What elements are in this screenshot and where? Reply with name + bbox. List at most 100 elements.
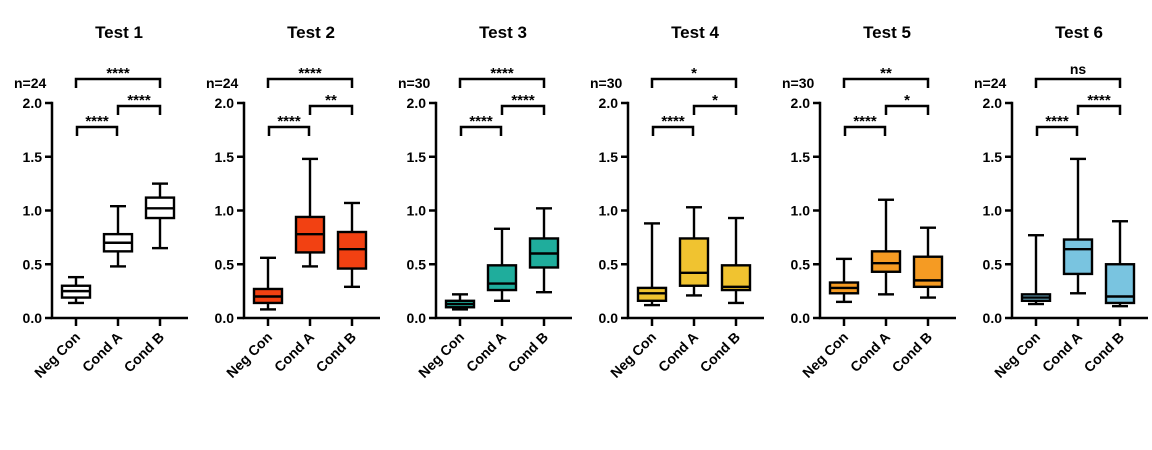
y-axis: 0.0 0.5 1.0 1.5 2.0	[407, 95, 436, 326]
box-neg-con	[444, 293, 476, 311]
significance-label: ****	[469, 113, 493, 130]
significance-label: ****	[298, 65, 322, 82]
bracket-line	[842, 77, 930, 88]
box-cond-b	[912, 226, 944, 299]
y-tick-label: 2.0	[791, 95, 811, 111]
category-label-cond-a: Cond A	[1039, 329, 1085, 375]
bracket-line	[267, 125, 311, 136]
y-tick-label: 0.0	[983, 310, 1003, 326]
box-cond-a	[486, 227, 518, 302]
significance-label: ****	[853, 113, 877, 130]
iqr-box	[870, 250, 902, 273]
y-tick-label: 2.0	[23, 95, 43, 111]
category-label-cond-a: Cond A	[79, 329, 125, 375]
panel-title: Test 4	[671, 23, 719, 42]
significance-label: ****	[277, 113, 301, 130]
significance-label: *	[691, 65, 697, 82]
y-tick-label: 1.5	[791, 149, 811, 165]
significance-bracket-neg-con-vs-cond-a: ****	[651, 113, 695, 136]
significance-bracket-neg-con-vs-cond-a: ****	[267, 113, 311, 136]
significance-label: ****	[1045, 113, 1069, 130]
y-axis: 0.0 0.5 1.0 1.5 2.0	[23, 95, 52, 326]
n-label: n=24	[14, 75, 47, 91]
n-label: n=30	[782, 75, 815, 91]
y-axis: 0.0 0.5 1.0 1.5 2.0	[791, 95, 820, 326]
bracket-line	[1035, 125, 1079, 136]
y-tick-label: 1.5	[215, 149, 235, 165]
panel-title: Test 6	[1055, 23, 1103, 42]
y-tick-label: 0.0	[23, 310, 43, 326]
significance-label: **	[325, 92, 337, 109]
significance-label: ns	[1070, 61, 1087, 77]
n-label: n=24	[206, 75, 239, 91]
significance-bracket-neg-con-vs-cond-b: ****	[266, 65, 354, 88]
bracket-line	[75, 125, 119, 136]
y-tick-label: 0.0	[599, 310, 619, 326]
category-label-neg-con: Neg Con	[991, 329, 1043, 381]
significance-bracket-neg-con-vs-cond-a: ****	[75, 113, 119, 136]
category-label-neg-con: Neg Con	[607, 329, 659, 381]
bracket-line	[650, 77, 738, 88]
category-label-cond-b: Cond B	[889, 329, 936, 376]
bracket-line	[266, 77, 354, 88]
category-label-cond-b: Cond B	[121, 329, 168, 376]
y-tick-label: 2.0	[983, 95, 1003, 111]
y-tick-label: 0.5	[791, 256, 811, 272]
y-axis: 0.0 0.5 1.0 1.5 2.0	[983, 95, 1012, 326]
y-axis: 0.0 0.5 1.0 1.5 2.0	[599, 95, 628, 326]
bracket-line	[1076, 104, 1122, 115]
boxplot-panel-5: Test 5 n=30 0.0 0.5 1.0 1.5 2.0 Neg Con Cond A Co…	[768, 0, 960, 450]
n-label: n=24	[974, 75, 1007, 91]
category-label-cond-b: Cond B	[313, 329, 360, 376]
iqr-box	[486, 264, 518, 292]
y-tick-label: 1.0	[983, 203, 1003, 219]
y-tick-label: 1.5	[599, 149, 619, 165]
y-tick-label: 0.0	[407, 310, 427, 326]
y-tick-label: 1.0	[791, 203, 811, 219]
box-cond-a	[1062, 157, 1094, 295]
bracket-line	[884, 104, 930, 115]
bracket-line	[1034, 77, 1122, 88]
significance-label: ****	[661, 113, 685, 130]
significance-bracket-cond-a-vs-cond-b: **	[308, 92, 354, 115]
n-label: n=30	[590, 75, 623, 91]
axes	[242, 101, 380, 320]
panel-title: Test 2	[287, 23, 335, 42]
y-tick-label: 1.0	[407, 203, 427, 219]
y-tick-label: 0.0	[215, 310, 235, 326]
significance-bracket-neg-con-vs-cond-a: ****	[843, 113, 887, 136]
category-label-cond-b: Cond B	[697, 329, 744, 376]
box-cond-b	[528, 207, 560, 294]
significance-bracket-cond-a-vs-cond-b: ****	[500, 92, 546, 115]
significance-bracket-cond-a-vs-cond-b: *	[884, 92, 930, 115]
bracket-line	[459, 125, 503, 136]
significance-label: *	[904, 92, 910, 109]
significance-label: ****	[511, 92, 535, 109]
significance-label: ****	[490, 65, 514, 82]
box-cond-b	[720, 216, 752, 305]
category-label-cond-a: Cond A	[847, 329, 893, 375]
box-neg-con	[60, 275, 92, 305]
significance-bracket-cond-a-vs-cond-b: ****	[1076, 92, 1122, 115]
y-tick-label: 1.0	[23, 203, 43, 219]
box-cond-b	[1104, 220, 1136, 308]
y-tick-label: 1.5	[23, 149, 43, 165]
significance-bracket-cond-a-vs-cond-b: ****	[116, 92, 162, 115]
category-label-cond-b: Cond B	[505, 329, 552, 376]
y-tick-label: 0.5	[599, 256, 619, 272]
significance-bracket-neg-con-vs-cond-a: ****	[459, 113, 503, 136]
y-tick-label: 1.0	[599, 203, 619, 219]
box-cond-b	[144, 182, 176, 250]
y-axis: 0.0 0.5 1.0 1.5 2.0	[215, 95, 244, 326]
significance-label: ****	[1087, 92, 1111, 109]
y-tick-label: 1.0	[215, 203, 235, 219]
bracket-line	[458, 77, 546, 88]
box-cond-b	[336, 201, 368, 289]
bracket-line	[692, 104, 738, 115]
